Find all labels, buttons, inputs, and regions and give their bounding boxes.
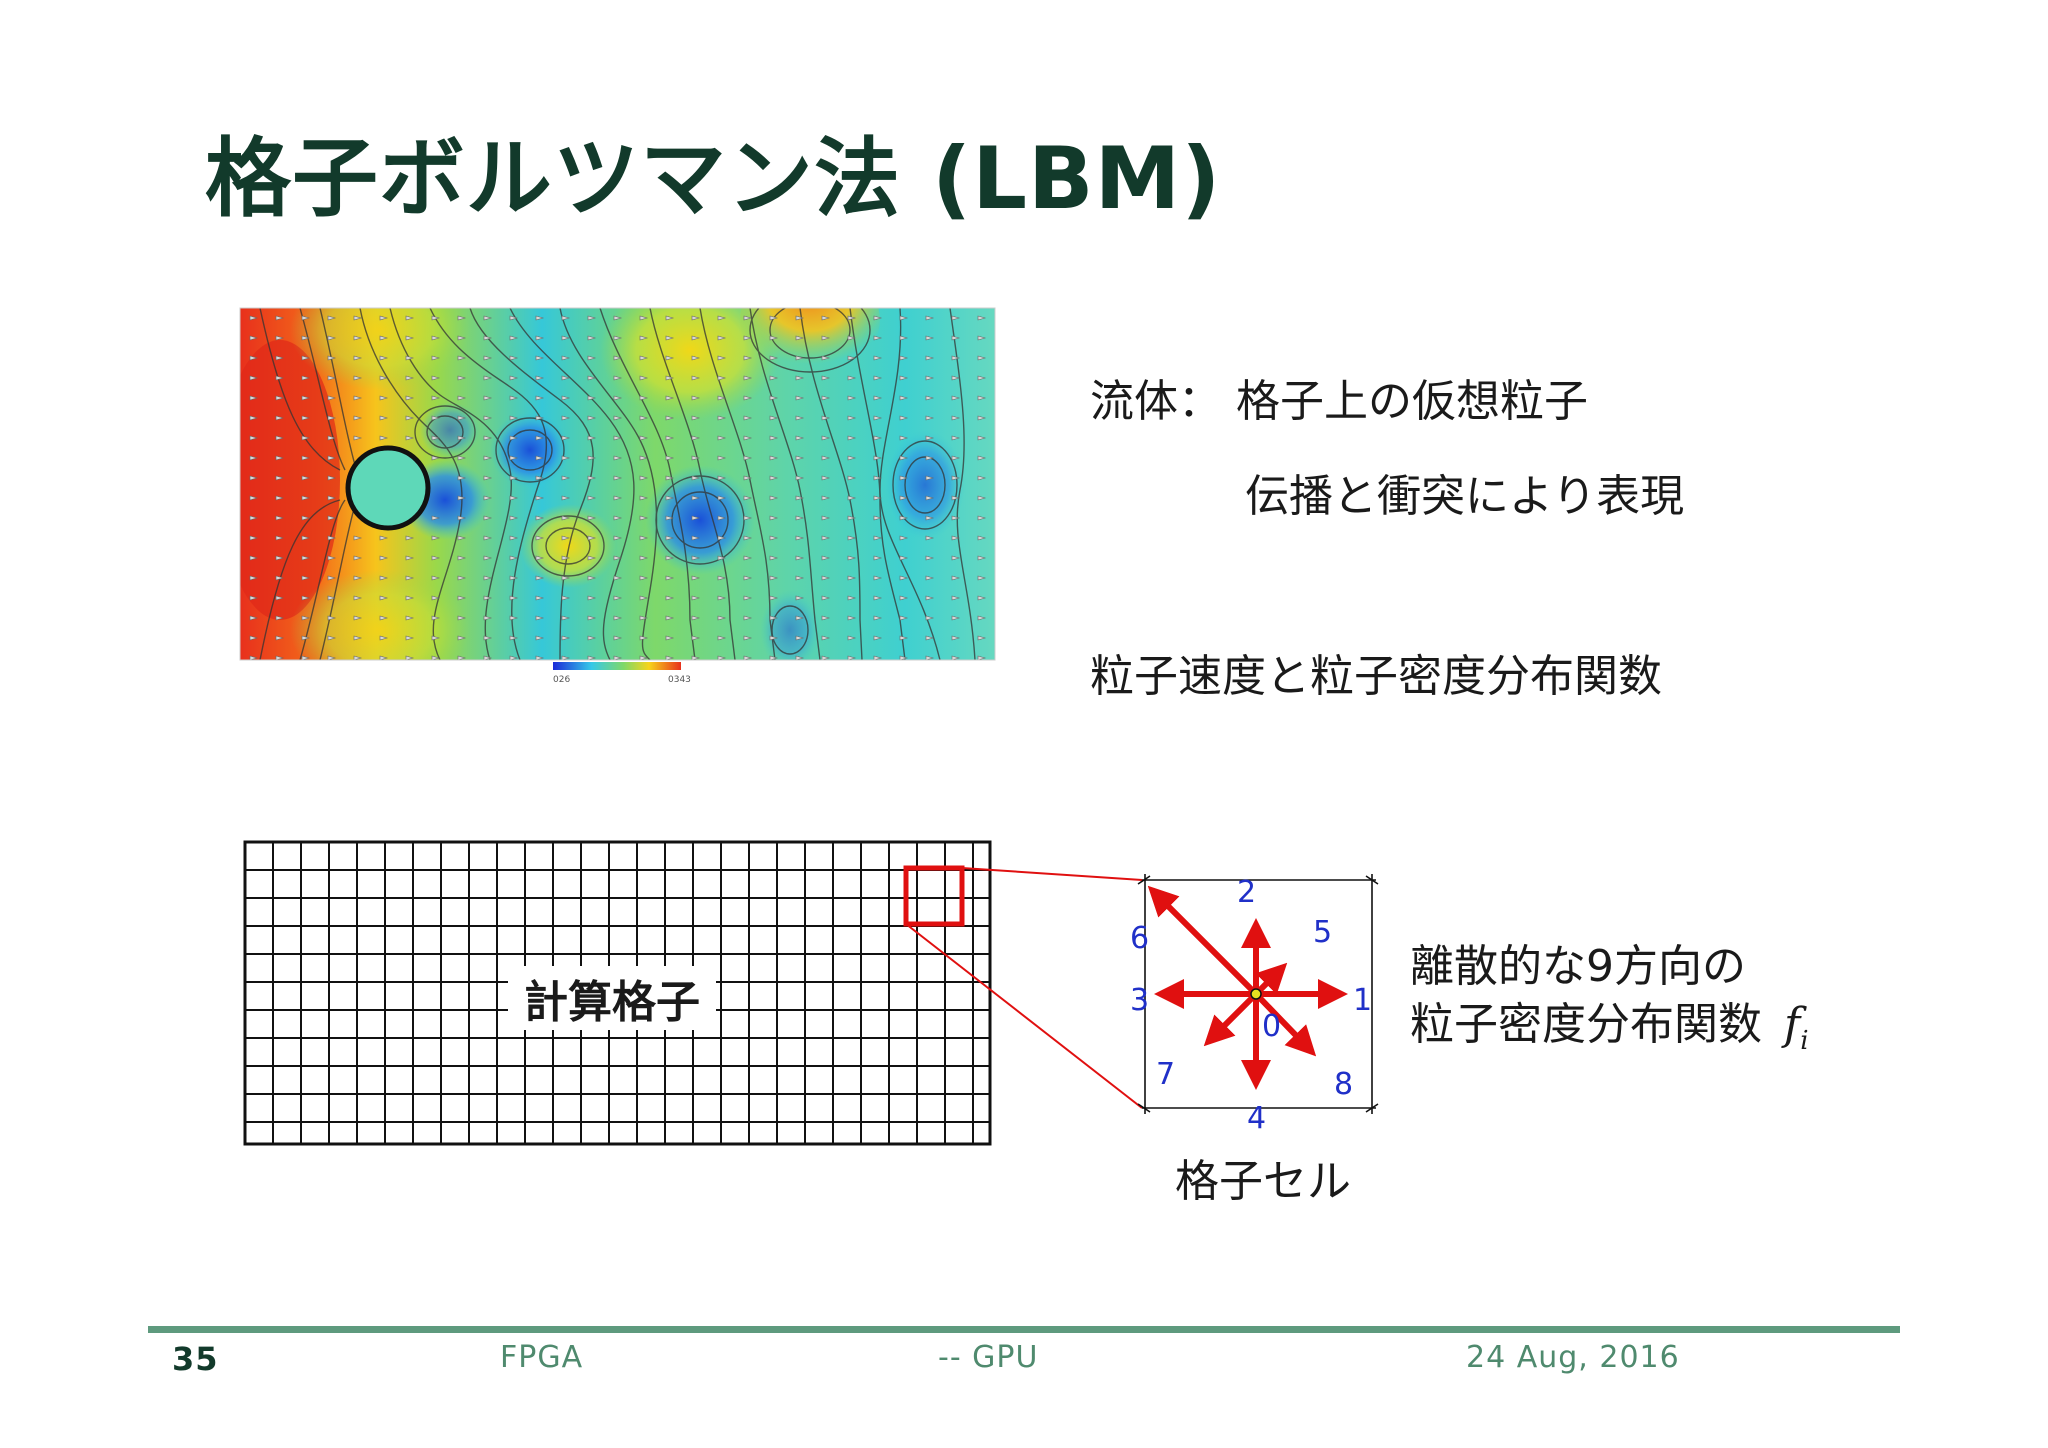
zoom-line-top bbox=[961, 867, 1143, 881]
colorbar bbox=[553, 662, 681, 670]
footer-center-text: -- GPU bbox=[938, 1340, 1039, 1375]
dir-label-6: 6 bbox=[1130, 921, 1149, 956]
distribution-desc-line2: 粒子密度分布関数 bbox=[1410, 999, 1762, 1050]
footer-rule bbox=[148, 1326, 1900, 1333]
dir-label-7: 7 bbox=[1156, 1057, 1175, 1092]
zoom-line-bottom bbox=[905, 923, 1143, 1109]
symbol-f: f bbox=[1784, 999, 1801, 1050]
symbol-subscript: i bbox=[1800, 1025, 1809, 1056]
dir-label-1: 1 bbox=[1353, 983, 1372, 1018]
dir-label-4: 4 bbox=[1247, 1101, 1266, 1136]
fluid-desc-line2: 伝播と衝突により表現 bbox=[1245, 471, 1685, 522]
fluid-desc-line1: 流体： 格子上の仮想粒子 bbox=[1090, 376, 1588, 427]
slide-title: 格子ボルツマン法 (LBM) bbox=[205, 129, 1222, 229]
colorbar-max-label: 0343 bbox=[668, 675, 691, 685]
dir-label-5: 5 bbox=[1313, 915, 1332, 950]
rest-particle-dot bbox=[1250, 988, 1262, 1000]
fluid-desc-line3: 粒子速度と粒子密度分布関数 bbox=[1090, 651, 1662, 702]
dir-label-2: 2 bbox=[1237, 875, 1256, 910]
dir-label-0: 0 bbox=[1262, 1009, 1281, 1044]
dir-label-3: 3 bbox=[1130, 983, 1149, 1018]
highlighted-cell bbox=[903, 865, 965, 927]
colorbar-min-label: 026 bbox=[553, 675, 570, 685]
distribution-desc-line2-wrap: 粒子密度分布関数 fi bbox=[1410, 988, 1809, 1056]
dir-label-8: 8 bbox=[1334, 1067, 1353, 1102]
lattice-cell-caption: 格子セル bbox=[1175, 1156, 1351, 1207]
footer-left-text: FPGA bbox=[500, 1340, 584, 1375]
cylinder-obstacle bbox=[345, 445, 431, 531]
grid-label: 計算格子 bbox=[508, 966, 716, 1030]
distribution-desc-line1: 離散的な9方向の bbox=[1410, 941, 1746, 992]
distribution-function-symbol: fi bbox=[1784, 999, 1809, 1056]
direction-vectors bbox=[1147, 885, 1348, 1090]
footer-date: 24 Aug, 2016 bbox=[1466, 1340, 1680, 1375]
page-number: 35 bbox=[172, 1340, 219, 1378]
